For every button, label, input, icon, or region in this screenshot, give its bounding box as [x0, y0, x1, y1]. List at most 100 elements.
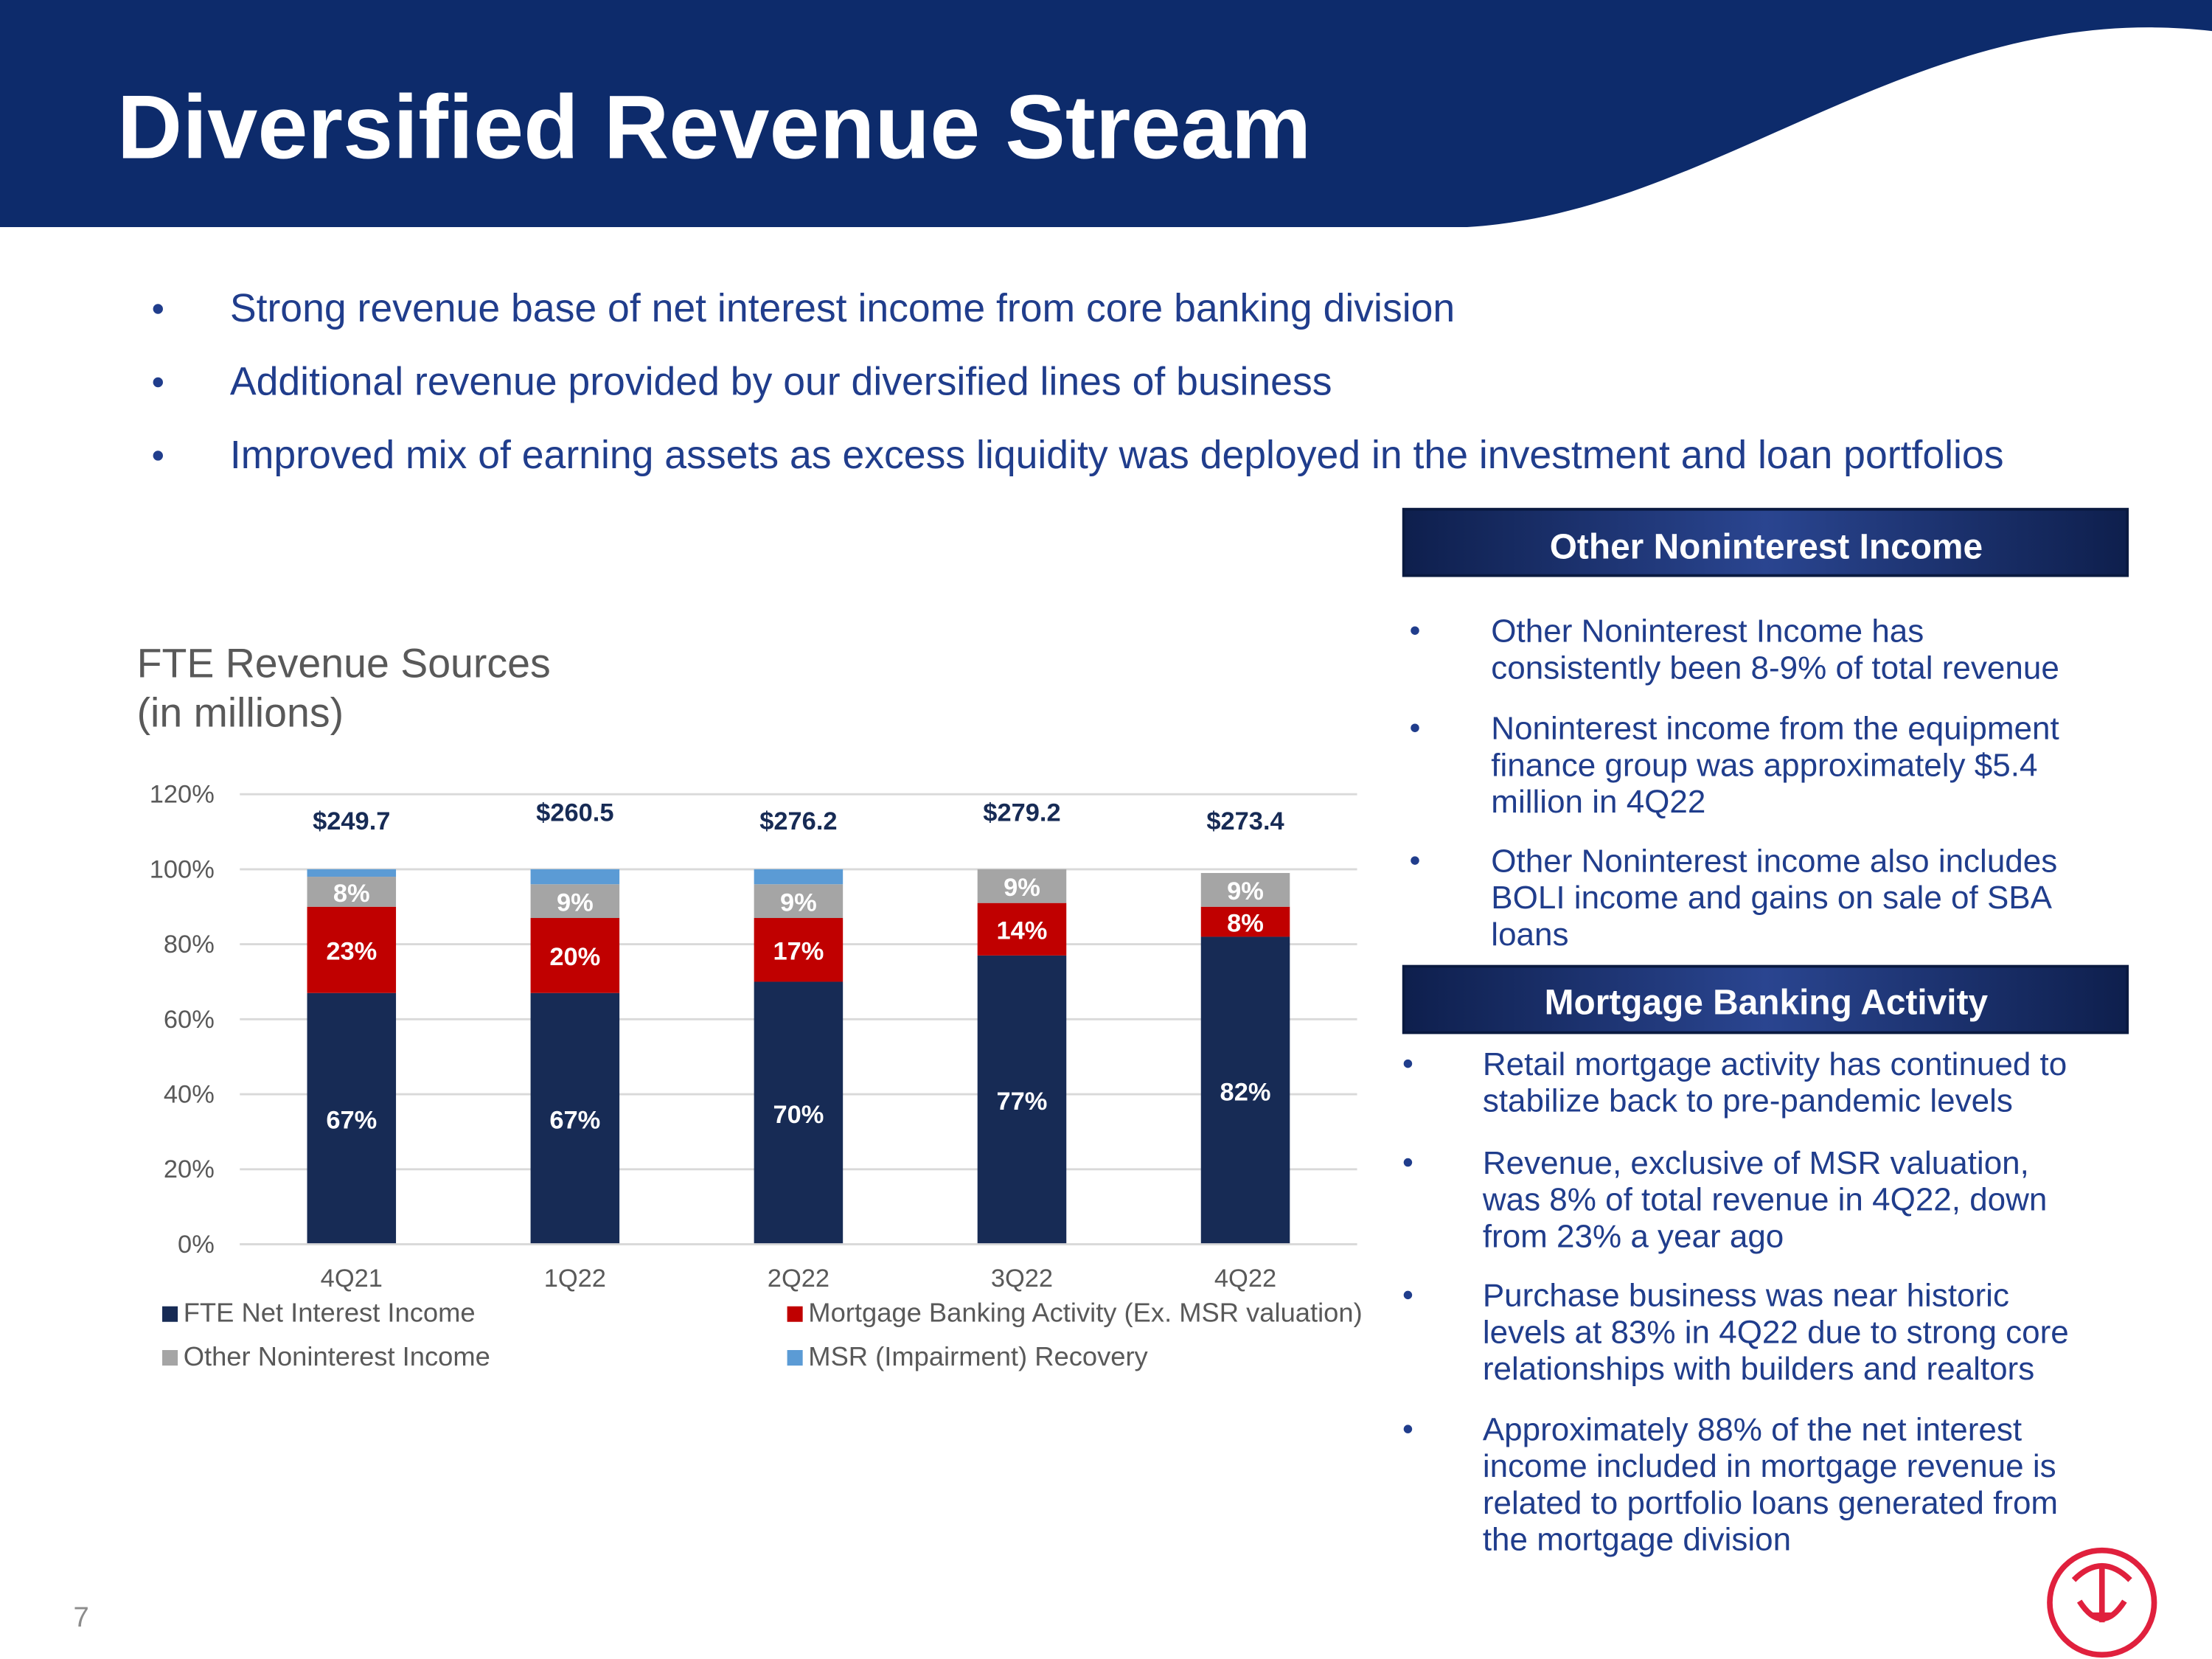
value-label: 14% — [997, 917, 1048, 945]
value-label: 9% — [557, 889, 594, 917]
bullet-text: was 8% of total revenue in 4Q22, down — [1482, 1182, 2048, 1218]
bar-segment — [754, 869, 844, 885]
y-tick-label: 0% — [178, 1231, 215, 1259]
value-label: 8% — [333, 880, 370, 908]
bullet-text: Approximately 88% of the net interest — [1483, 1411, 2022, 1447]
value-label: 23% — [326, 938, 377, 966]
bar-segment — [530, 869, 620, 885]
legend-label: Mortgage Banking Activity (Ex. MSR valua… — [808, 1298, 1362, 1328]
x-tick-label: 4Q21 — [321, 1265, 383, 1293]
y-tick-label: 100% — [150, 855, 215, 883]
bullet-dot — [1403, 1425, 1413, 1433]
bullet-text: Improved mix of earning assets as excess… — [230, 434, 2004, 477]
value-label: 67% — [326, 1107, 377, 1135]
legend-label: FTE Net Interest Income — [184, 1298, 476, 1328]
value-label: 9% — [1004, 874, 1040, 902]
bullet-text: consistently been 8-9% of total revenue — [1491, 650, 2059, 686]
y-tick-label: 120% — [150, 781, 215, 809]
bullet-text: from 23% a year ago — [1483, 1218, 1784, 1254]
value-label: 9% — [1227, 877, 1264, 905]
x-tick-label: 4Q22 — [1214, 1265, 1276, 1293]
bar-segment — [1200, 872, 1290, 907]
bar-segment — [754, 918, 844, 982]
total-label: $276.2 — [759, 807, 837, 835]
x-tick-label: 2Q22 — [768, 1265, 830, 1293]
bullet-dot — [1411, 856, 1419, 865]
bullet-dot — [1403, 1290, 1413, 1300]
legend-swatch — [162, 1349, 178, 1366]
chart-subtitle: (in millions) — [137, 689, 344, 735]
total-label: $279.2 — [983, 799, 1060, 827]
page-number: 7 — [73, 1601, 88, 1633]
value-label: 20% — [549, 943, 600, 971]
bullet-text: Additional revenue provided by our diver… — [230, 361, 1332, 404]
x-tick-label: 3Q22 — [991, 1265, 1053, 1293]
bar-segment — [754, 884, 844, 919]
bar-segment — [977, 955, 1067, 1245]
bullet-dot — [153, 304, 163, 314]
bullet-text: stabilize back to pre-pandemic levels — [1483, 1083, 2013, 1119]
bullet-text: Strong revenue base of net interest inco… — [230, 287, 1455, 330]
bullet-text: Other Noninterest Income has — [1491, 613, 1924, 650]
bar-segment — [307, 877, 397, 907]
bullet-text: Other Noninterest income also includes — [1491, 843, 2057, 879]
slide-title: Diversified Revenue Stream — [117, 76, 1312, 177]
bar-segment — [977, 902, 1067, 956]
bullet-text: BOLI income and gains on sale of SBA — [1491, 880, 2052, 916]
bar-segment — [1200, 936, 1290, 1245]
bullet-text: income included in mortgage revenue is — [1483, 1448, 2056, 1484]
bullet-dot — [1403, 1158, 1413, 1167]
bullet-dot — [153, 451, 163, 461]
section-heading: Other Noninterest Income — [1550, 528, 1983, 567]
bar-segment — [977, 869, 1067, 903]
bullet-text: Noninterest income from the equipment — [1491, 711, 2059, 747]
legend-swatch — [787, 1349, 803, 1366]
total-label: $273.4 — [1206, 807, 1284, 835]
x-tick-label: 1Q22 — [544, 1265, 606, 1293]
chart-title: FTE Revenue Sources — [137, 640, 551, 686]
bullet-text: levels at 83% in 4Q22 due to strong core — [1483, 1314, 2069, 1350]
bullet-text: relationships with builders and realtors — [1483, 1351, 2034, 1387]
y-tick-label: 60% — [164, 1006, 215, 1034]
bullet-text: finance group was approximately $5.4 — [1491, 747, 2037, 783]
y-tick-label: 20% — [164, 1155, 215, 1183]
bar-segment — [530, 992, 620, 1245]
legend-swatch — [162, 1306, 178, 1322]
bullet-dot — [1411, 626, 1419, 635]
bullet-text: Purchase business was near historic — [1483, 1278, 2009, 1314]
bullet-dot — [1403, 1059, 1413, 1068]
bar-segment — [530, 884, 620, 919]
legend-label: Other Noninterest Income — [184, 1341, 490, 1371]
bullet-text: loans — [1491, 917, 1568, 953]
bar-segment — [530, 918, 620, 993]
total-label: $249.7 — [313, 807, 390, 835]
logo — [2047, 1547, 2157, 1658]
section-heading: Mortgage Banking Activity — [1545, 984, 1989, 1023]
bullet-text: Revenue, exclusive of MSR valuation, — [1483, 1145, 2029, 1181]
section-header — [1402, 964, 2129, 1034]
value-label: 70% — [773, 1101, 824, 1129]
bar-segment — [307, 906, 397, 993]
y-tick-label: 40% — [164, 1081, 215, 1109]
legend-label: MSR (Impairment) Recovery — [808, 1341, 1148, 1371]
bullet-text: Retail mortgage activity has continued t… — [1483, 1046, 2067, 1082]
bar-segment — [307, 869, 397, 877]
bullet-dot — [153, 377, 163, 388]
value-label: 82% — [1220, 1078, 1271, 1106]
bar-segment — [754, 981, 844, 1245]
bullet-text: million in 4Q22 — [1491, 784, 1705, 820]
bullet-text: related to portfolio loans generated fro… — [1483, 1485, 2058, 1521]
bar-segment — [1200, 906, 1290, 937]
bullet-text: the mortgage division — [1483, 1522, 1791, 1558]
bullet-dot — [1411, 723, 1419, 732]
legend-swatch — [787, 1306, 803, 1322]
bar-segment — [307, 992, 397, 1245]
y-tick-label: 80% — [164, 931, 215, 959]
value-label: 9% — [780, 889, 817, 917]
value-label: 67% — [549, 1107, 600, 1135]
value-label: 77% — [997, 1088, 1048, 1116]
value-label: 8% — [1227, 909, 1264, 937]
section-header — [1402, 507, 2129, 577]
value-label: 17% — [773, 938, 824, 966]
